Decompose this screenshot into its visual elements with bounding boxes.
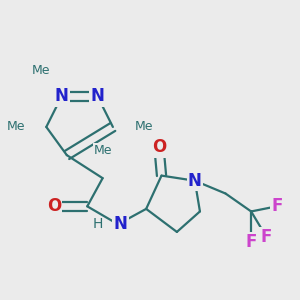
Text: N: N (91, 87, 104, 105)
Text: N: N (55, 87, 69, 105)
Text: O: O (152, 138, 166, 156)
Text: O: O (47, 197, 61, 215)
Text: N: N (188, 172, 202, 190)
Text: Me: Me (93, 143, 112, 157)
Text: N: N (114, 215, 128, 233)
Text: Me: Me (134, 121, 153, 134)
Text: F: F (245, 233, 257, 251)
Text: Me: Me (32, 64, 50, 77)
Text: F: F (271, 197, 282, 215)
Text: F: F (261, 228, 272, 246)
Text: H: H (92, 217, 103, 231)
Text: Me: Me (6, 121, 25, 134)
